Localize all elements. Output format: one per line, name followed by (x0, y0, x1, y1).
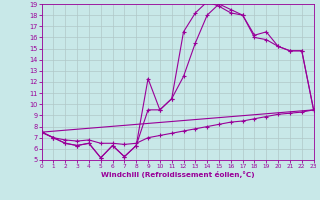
X-axis label: Windchill (Refroidissement éolien,°C): Windchill (Refroidissement éolien,°C) (101, 171, 254, 178)
